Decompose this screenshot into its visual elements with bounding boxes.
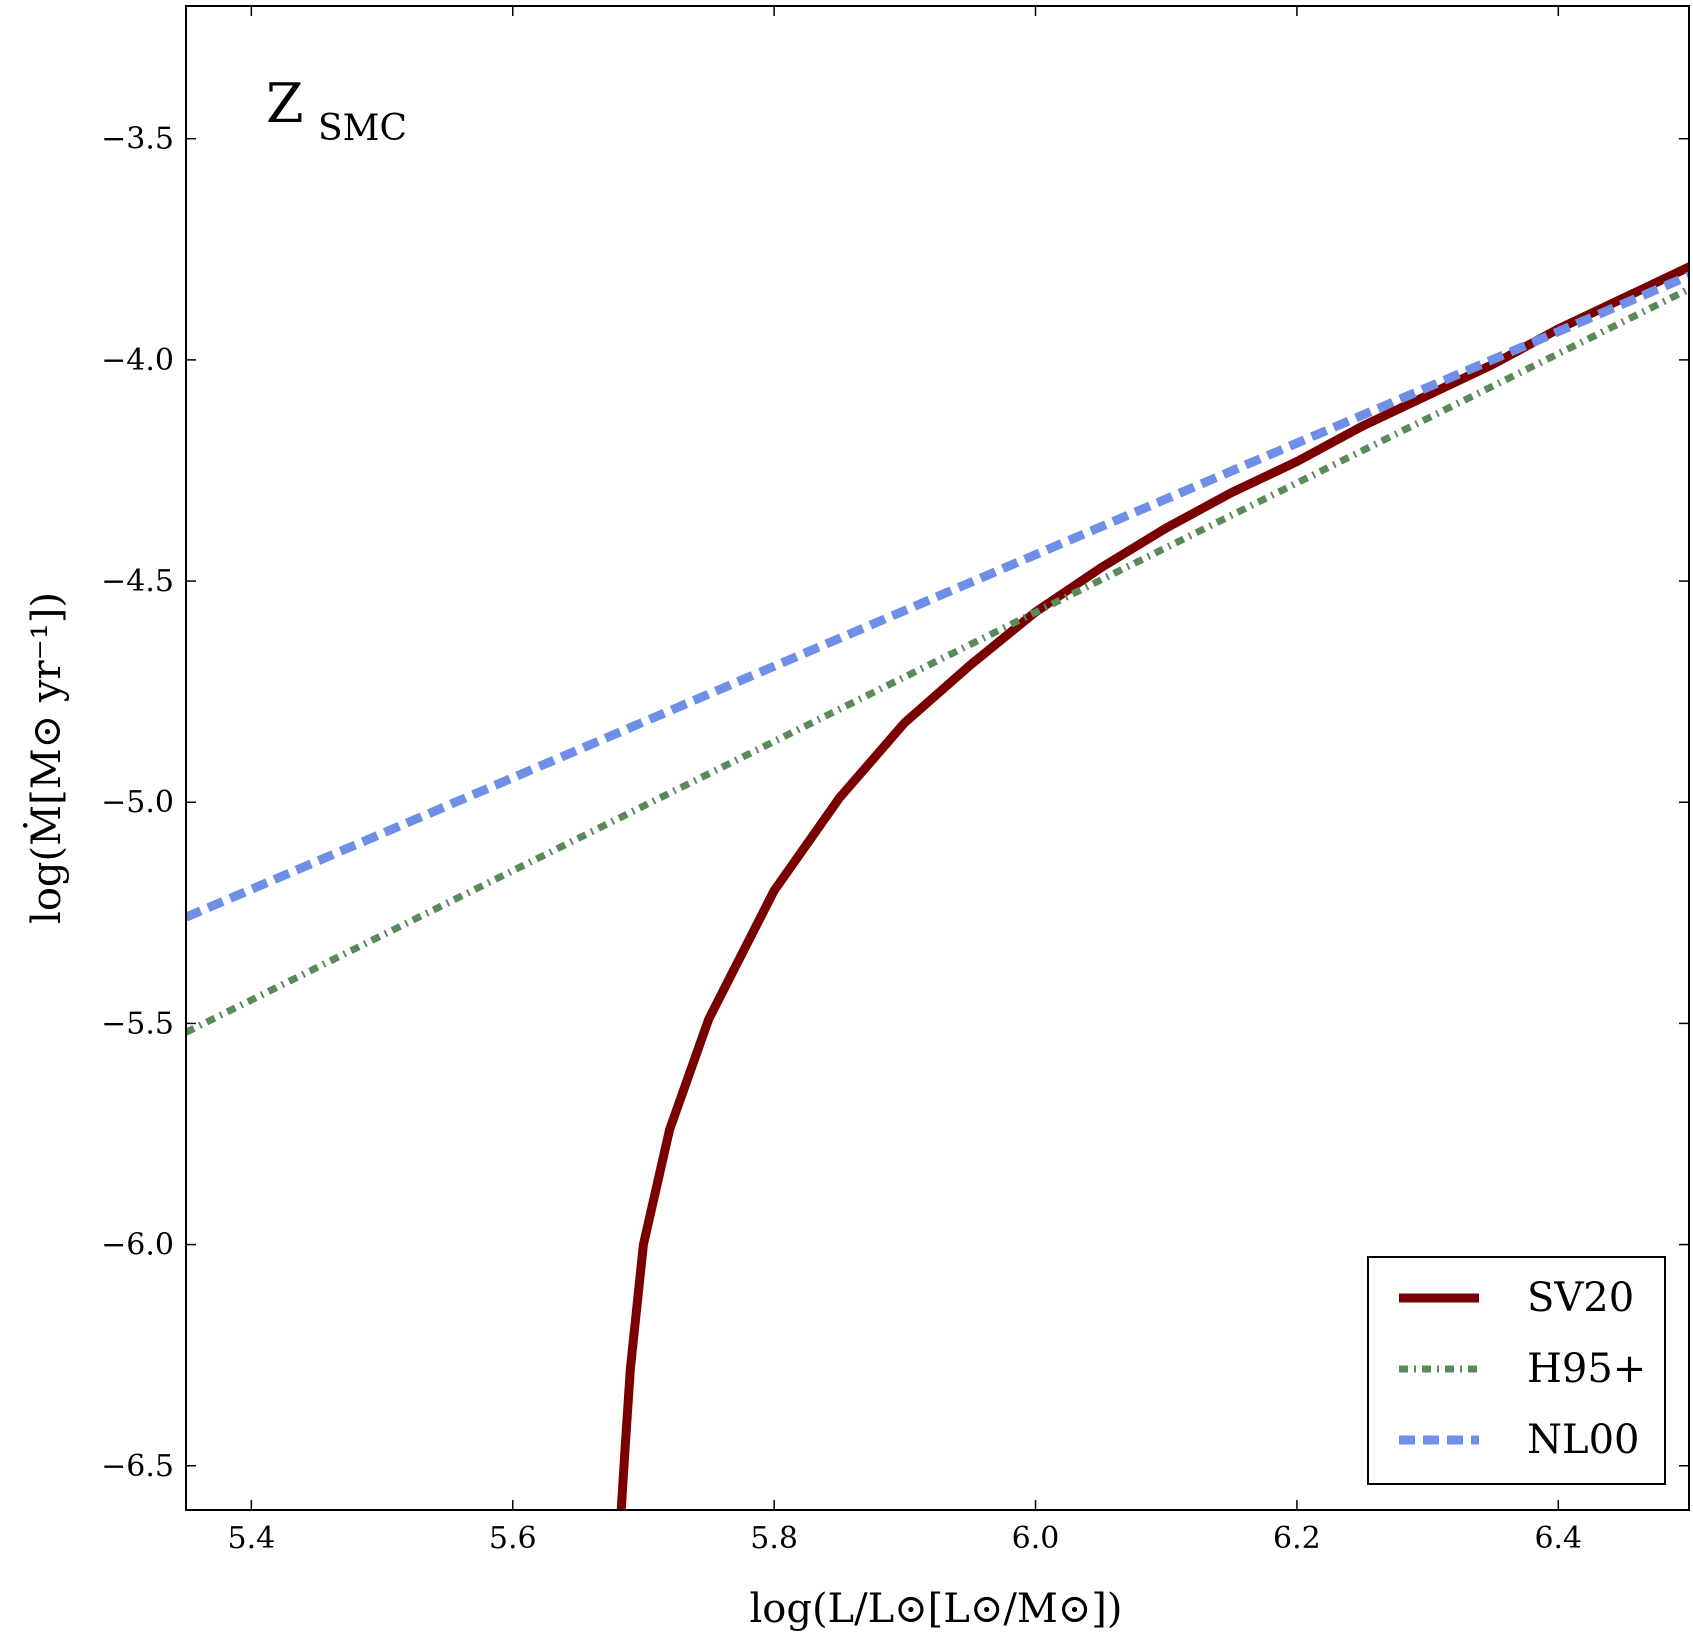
y-axis-label: log(Ṁ[M⊙ yr⁻¹]) <box>23 592 70 924</box>
annotation-subscript: SMC <box>318 108 407 149</box>
plot-frame <box>185 5 1690 1511</box>
legend-label-nl00: NL00 <box>1527 1417 1639 1463</box>
legend-label-h95: H95+ <box>1527 1346 1646 1392</box>
legend-label-sv20: SV20 <box>1527 1275 1634 1321</box>
y-tick-label: −6.5 <box>101 1449 174 1484</box>
y-tick-label: −6.0 <box>101 1228 174 1263</box>
legend: SV20 H95+ NL00 <box>1367 1256 1666 1485</box>
y-tick-label: −4.0 <box>101 343 174 378</box>
y-tick-label: −5.0 <box>101 785 174 820</box>
series-line-nl00 <box>186 271 1689 922</box>
series-line-h95 <box>186 285 1689 1036</box>
series-layer <box>186 262 1689 1510</box>
x-tick-label: 6.4 <box>1534 1521 1582 1556</box>
ticks-layer: 5.4 5.6 5.8 6.0 6.2 6.4 −3.5 −4.0 −4.5 −5.0 −5.5 −6… <box>101 6 1689 1556</box>
x-tick-label: 5.4 <box>227 1521 275 1556</box>
y-tick-label: −5.5 <box>101 1006 174 1041</box>
x-tick-label: 6.0 <box>1012 1521 1060 1556</box>
metallicity-annotation: Z SMC <box>266 72 407 149</box>
x-axis-label: log(L/L⊙[L⊙/M⊙]) <box>749 1586 1122 1632</box>
x-tick-label: 6.2 <box>1273 1521 1321 1556</box>
x-tick-label: 5.8 <box>750 1521 798 1556</box>
y-tick-label: −4.5 <box>101 564 174 599</box>
x-tick-label: 5.6 <box>489 1521 537 1556</box>
annotation-main: Z <box>266 72 304 135</box>
y-tick-label: −3.5 <box>101 122 174 157</box>
